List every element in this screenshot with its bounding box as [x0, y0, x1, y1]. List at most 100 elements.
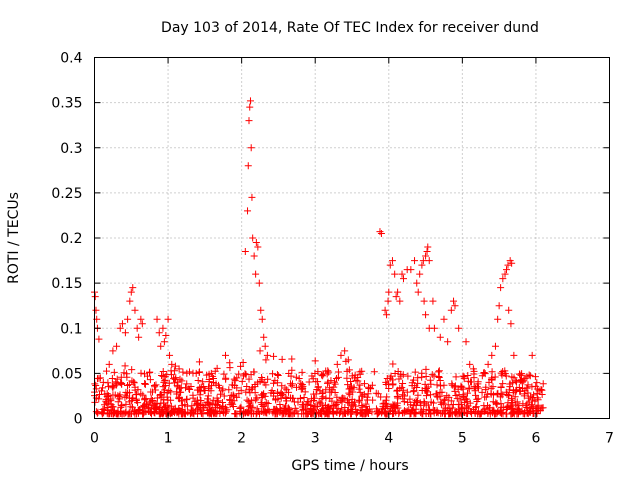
- data-point: [430, 409, 438, 417]
- data-point: [284, 404, 292, 412]
- data-point: [382, 409, 390, 417]
- data-point: [345, 406, 353, 414]
- data-point: [394, 367, 402, 375]
- data-point: [252, 410, 260, 418]
- data-point: [245, 117, 253, 125]
- data-point: [367, 384, 375, 392]
- data-point: [166, 351, 174, 359]
- data-point: [489, 383, 497, 391]
- data-point: [175, 395, 183, 403]
- data-point: [358, 402, 366, 410]
- data-point: [466, 360, 474, 368]
- data-point: [389, 380, 397, 388]
- data-point: [460, 408, 468, 416]
- data-point: [528, 401, 536, 409]
- data-point: [451, 302, 459, 310]
- data-point: [92, 385, 100, 393]
- data-point: [243, 408, 251, 416]
- data-point: [112, 378, 120, 386]
- data-point: [509, 410, 517, 418]
- data-point: [391, 270, 399, 278]
- data-point: [107, 395, 115, 403]
- data-point: [312, 410, 320, 418]
- data-point: [218, 399, 226, 407]
- data-point: [348, 372, 356, 380]
- data-point: [427, 410, 435, 418]
- data-point: [296, 394, 304, 402]
- data-point: [389, 407, 397, 415]
- data-point: [255, 279, 263, 287]
- data-point: [321, 401, 329, 409]
- data-points: [91, 97, 547, 418]
- data-point: [382, 380, 390, 388]
- data-point: [354, 377, 362, 385]
- data-point: [160, 338, 168, 346]
- data-point: [348, 399, 356, 407]
- data-point: [236, 405, 244, 413]
- data-point: [502, 372, 510, 380]
- data-point: [228, 399, 236, 407]
- data-point: [495, 302, 503, 310]
- data-point: [533, 394, 541, 402]
- data-point: [330, 401, 338, 409]
- data-point: [480, 369, 488, 377]
- data-point: [430, 372, 438, 380]
- data-point: [436, 389, 444, 397]
- data-point: [179, 368, 187, 376]
- y-tick-label: 0.2: [60, 231, 82, 247]
- data-point: [285, 370, 293, 378]
- data-point: [310, 390, 318, 398]
- data-point: [448, 381, 456, 389]
- data-point: [298, 368, 306, 376]
- y-tick-label: 0.15: [51, 276, 82, 292]
- data-point: [238, 377, 246, 385]
- data-point: [167, 396, 175, 404]
- data-point: [419, 257, 427, 265]
- data-point: [489, 409, 497, 417]
- data-point: [518, 407, 526, 415]
- data-point: [482, 386, 490, 394]
- data-point: [465, 385, 473, 393]
- data-point: [170, 367, 178, 375]
- data-point: [315, 398, 323, 406]
- y-tick-labels: 0 0.05 0.1 0.15 0.2 0.25 0.3 0.35 0.4: [51, 51, 82, 428]
- data-point: [247, 144, 255, 152]
- data-point: [418, 373, 426, 381]
- data-point: [474, 380, 482, 388]
- data-point: [103, 390, 111, 398]
- data-point: [95, 395, 103, 403]
- data-point: [347, 378, 355, 386]
- data-point: [414, 379, 422, 387]
- data-point: [396, 297, 404, 305]
- data-point: [528, 396, 536, 404]
- data-point: [460, 393, 468, 401]
- data-point: [117, 373, 125, 381]
- data-point: [205, 378, 213, 386]
- data-point: [488, 351, 496, 359]
- data-point: [146, 376, 154, 384]
- data-point: [509, 398, 517, 406]
- data-point: [110, 368, 118, 376]
- data-point: [157, 342, 165, 350]
- data-point: [359, 392, 367, 400]
- data-point: [501, 270, 509, 278]
- data-point: [155, 329, 163, 337]
- data-point: [128, 410, 136, 418]
- data-point: [411, 368, 419, 376]
- data-point: [92, 306, 100, 314]
- data-point: [215, 381, 223, 389]
- data-point: [139, 403, 147, 411]
- data-point: [455, 391, 463, 399]
- x-tick-label: 1: [164, 431, 173, 447]
- data-point: [499, 408, 507, 416]
- data-point: [422, 311, 430, 319]
- data-point: [437, 400, 445, 408]
- data-point: [420, 406, 428, 414]
- data-point: [188, 402, 196, 410]
- data-point: [341, 347, 349, 355]
- data-point: [260, 333, 268, 341]
- data-point: [484, 360, 492, 368]
- data-point: [303, 410, 311, 418]
- y-axis-label: ROTI / TECUs: [6, 192, 22, 284]
- data-point: [153, 400, 161, 408]
